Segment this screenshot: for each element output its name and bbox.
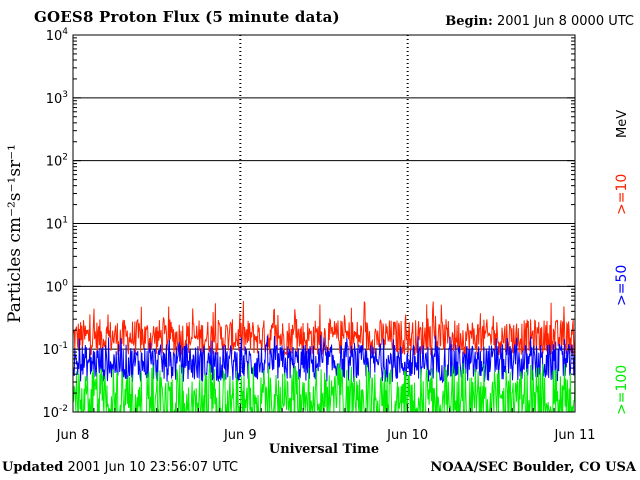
y-tick-label-4: 102 bbox=[46, 153, 68, 170]
begin-value: 2001 Jun 8 0000 UTC bbox=[496, 14, 634, 29]
y-tick-label-0: 10-2 bbox=[42, 404, 68, 421]
y-tick-label-2: 100 bbox=[46, 278, 69, 295]
x-tick-label-2: Jun 10 bbox=[386, 428, 428, 443]
axes bbox=[72, 34, 576, 413]
legend-unit-label: MeV bbox=[615, 110, 630, 138]
y-axis-label: Particles cm⁻²s⁻¹sr⁻¹ bbox=[5, 144, 25, 323]
x-tick-label-1: Jun 9 bbox=[223, 428, 257, 443]
data-series bbox=[72, 300, 576, 414]
updated-label: Updated bbox=[2, 460, 64, 475]
y-tick-label-6: 104 bbox=[46, 27, 69, 44]
legend-label-0: >=10 bbox=[614, 174, 630, 215]
axis-labels: 10-2 10-1 100 101 102 103 104 Jun 8 Jun 9 Jun 10 J… bbox=[5, 27, 630, 457]
x-tick-label-0: Jun 8 bbox=[56, 428, 90, 443]
data-source: NOAA/SEC Boulder, CO USA bbox=[430, 460, 636, 475]
y-tick-label-3: 101 bbox=[46, 216, 68, 233]
chart-title: GOES8 Proton Flux (5 minute data) bbox=[34, 8, 340, 26]
legend-label-1: >=50 bbox=[614, 265, 630, 306]
y-tick-label-5: 103 bbox=[46, 90, 68, 107]
updated-value: 2001 Jun 10 23:56:07 UTC bbox=[67, 460, 239, 475]
updated-timestamp: Updated 2001 Jun 10 23:56:07 UTC bbox=[2, 460, 238, 475]
x-axis-label: Universal Time bbox=[269, 442, 379, 457]
y-tick-label-1: 10-1 bbox=[42, 341, 68, 358]
begin-time: Begin: 2001 Jun 8 0000 UTC bbox=[445, 14, 634, 29]
begin-label: Begin: bbox=[445, 14, 493, 29]
x-tick-label-3: Jun 11 bbox=[554, 428, 596, 443]
legend-label-2: >=100 bbox=[614, 365, 630, 415]
